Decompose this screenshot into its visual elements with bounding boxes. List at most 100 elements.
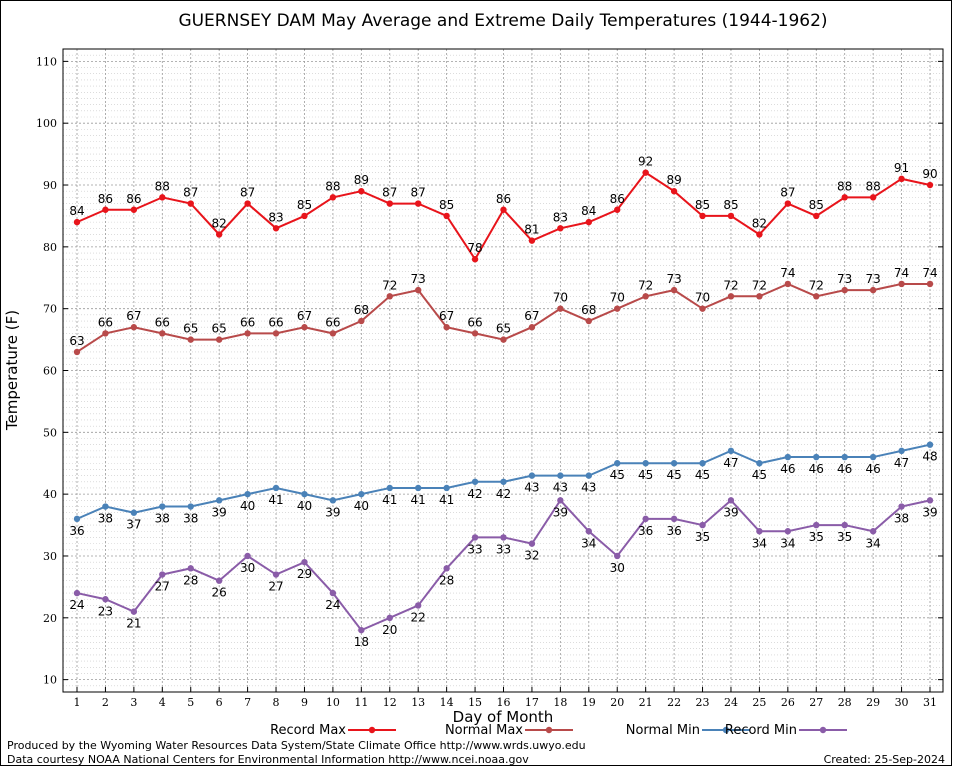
data-point xyxy=(528,324,536,331)
series-record-max: 84 86 86 88 87 82 87 83 85 88 89 87 87 85 78 86 81 83 84 86… xyxy=(69,155,938,263)
y-tick-label: 100 xyxy=(36,117,57,130)
data-label: 88 xyxy=(865,179,880,193)
data-label: 23 xyxy=(98,604,113,618)
data-point xyxy=(585,218,592,226)
x-tick-label: 1 xyxy=(74,696,81,709)
x-tick-label: 11 xyxy=(354,696,368,709)
x-tick-label: 14 xyxy=(440,696,454,709)
data-point xyxy=(386,200,393,207)
data-label: 45 xyxy=(666,468,681,482)
data-label: 36 xyxy=(69,524,84,538)
data-label: 81 xyxy=(524,223,539,237)
data-point xyxy=(813,521,820,529)
data-point xyxy=(415,602,422,609)
data-point xyxy=(670,286,678,294)
data-point xyxy=(73,348,81,356)
x-tick-label: 3 xyxy=(130,696,137,709)
data-point xyxy=(699,521,706,529)
x-tick-label: 18 xyxy=(553,696,567,709)
data-point xyxy=(869,453,877,461)
data-point xyxy=(784,280,792,288)
x-tick-label: 9 xyxy=(301,696,308,709)
data-label: 34 xyxy=(581,536,596,550)
data-point xyxy=(813,212,820,220)
data-point xyxy=(869,286,877,294)
data-label: 85 xyxy=(695,198,710,212)
data-point xyxy=(329,330,337,337)
data-label: 46 xyxy=(865,462,880,476)
data-label: 68 xyxy=(581,303,596,317)
data-point xyxy=(528,472,536,479)
legend-item: Normal Max xyxy=(445,723,573,738)
x-tick-label: 6 xyxy=(216,696,223,709)
legend-item: Record Min xyxy=(725,723,847,738)
data-label: 67 xyxy=(297,309,312,323)
data-label: 66 xyxy=(268,315,283,329)
series-layer: 84 86 86 88 87 82 87 83 85 88 89 87 87 85 78 86 81 83 84 86… xyxy=(69,155,937,650)
data-label: 85 xyxy=(723,198,738,212)
data-label: 86 xyxy=(98,192,113,206)
data-point xyxy=(159,571,166,578)
legend-label: Record Min xyxy=(725,723,797,738)
data-point xyxy=(585,317,592,325)
data-point xyxy=(898,175,905,183)
data-label: 27 xyxy=(155,580,170,594)
data-point xyxy=(358,317,365,325)
data-point xyxy=(244,200,251,207)
data-label: 72 xyxy=(382,278,397,292)
x-tick-label: 25 xyxy=(752,696,766,709)
data-label: 73 xyxy=(411,272,426,286)
data-label: 41 xyxy=(382,493,397,507)
data-point xyxy=(727,212,735,220)
data-label: 86 xyxy=(496,192,511,206)
x-tick-label: 7 xyxy=(244,696,251,709)
data-label: 48 xyxy=(922,450,937,464)
data-label: 24 xyxy=(325,598,340,612)
data-label: 37 xyxy=(126,518,141,532)
data-point xyxy=(642,515,649,523)
data-label: 36 xyxy=(666,524,681,538)
data-point xyxy=(926,280,934,288)
data-label: 33 xyxy=(467,542,482,556)
data-point xyxy=(358,626,365,634)
data-point xyxy=(215,336,223,343)
data-label: 84 xyxy=(69,204,84,218)
data-point xyxy=(159,194,166,201)
data-label: 88 xyxy=(325,179,340,193)
data-label: 87 xyxy=(240,186,255,200)
data-label: 46 xyxy=(809,462,824,476)
legend-marker xyxy=(368,726,376,734)
data-label: 42 xyxy=(496,487,511,501)
data-point xyxy=(614,305,621,312)
data-point xyxy=(215,497,223,504)
data-point xyxy=(301,558,308,566)
data-label: 86 xyxy=(610,192,625,206)
data-label: 42 xyxy=(467,487,482,501)
footer-data-courtesy: Data courtesy NOAA National Centers for … xyxy=(7,753,529,766)
data-label: 38 xyxy=(98,512,113,526)
data-point xyxy=(329,194,337,201)
y-tick-label: 70 xyxy=(43,303,57,316)
data-label: 65 xyxy=(183,322,198,336)
x-axis-title: Day of Month xyxy=(453,708,554,726)
data-point xyxy=(500,534,507,541)
x-tick-label: 15 xyxy=(468,696,482,709)
x-tick-label: 19 xyxy=(582,696,596,709)
x-tick-label: 26 xyxy=(781,696,795,709)
data-point xyxy=(329,497,337,504)
data-label: 67 xyxy=(126,309,141,323)
data-point xyxy=(869,194,877,201)
data-point xyxy=(699,305,706,312)
data-point xyxy=(187,565,194,572)
data-label: 27 xyxy=(268,580,283,594)
y-tick-label: 30 xyxy=(43,550,57,563)
data-label: 34 xyxy=(780,536,795,550)
data-point xyxy=(386,484,393,492)
data-label: 91 xyxy=(894,161,909,175)
series-record-min: 24 23 21 27 28 26 30 27 29 24 18 20 22 28 33 33 32 39 34 30… xyxy=(69,497,938,649)
footer-created-date: Created: 25-Sep-2024 xyxy=(824,753,945,766)
data-label: 63 xyxy=(69,334,84,348)
x-tick-label: 10 xyxy=(326,696,340,709)
x-tick-label: 30 xyxy=(895,696,909,709)
